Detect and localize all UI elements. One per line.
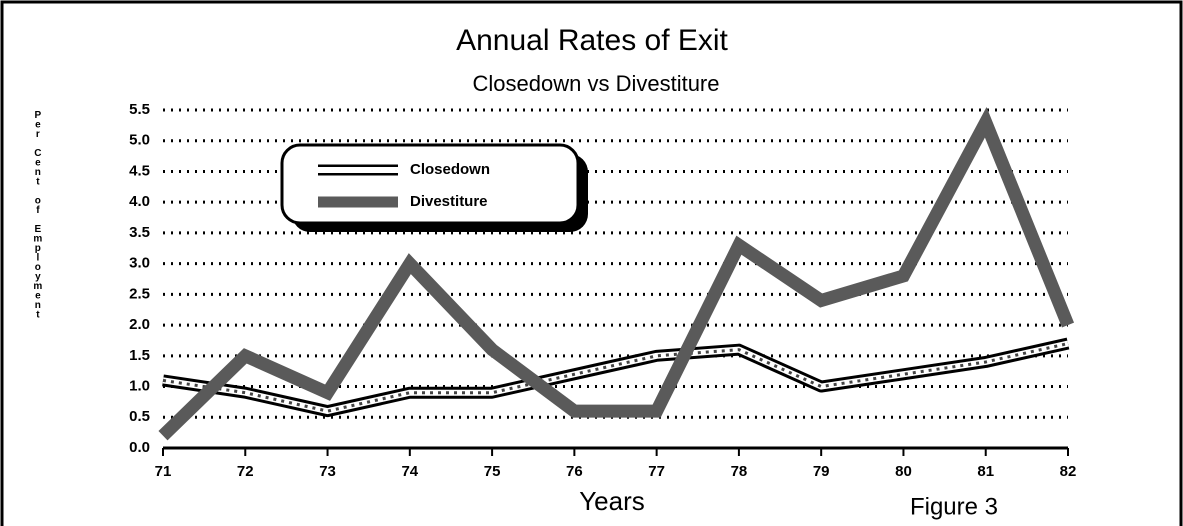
y-tick-label: 2.0 — [129, 316, 150, 333]
y-tick-label: 2.5 — [129, 285, 150, 302]
legend-label: Closedown — [410, 161, 490, 178]
y-tick-label: 4.0 — [129, 193, 150, 210]
annotation: Figure 3 — [910, 493, 998, 520]
x-tick-label: 75 — [484, 463, 501, 480]
legend-box — [280, 143, 580, 225]
y-tick-label: 3.0 — [129, 255, 150, 272]
chart-subtitle: Closedown vs Divestiture — [473, 71, 720, 96]
x-axis-label: Years — [579, 486, 645, 516]
x-tick-label: 82 — [1060, 463, 1077, 480]
x-tick-label: 71 — [155, 463, 172, 480]
x-tick-label: 74 — [401, 463, 418, 480]
series-hatch — [162, 342, 1069, 413]
x-tick-label: 78 — [731, 463, 748, 480]
y-tick-label: 3.5 — [129, 224, 150, 241]
x-tick-label: 77 — [648, 463, 665, 480]
y-tick-label: 4.5 — [129, 162, 150, 179]
x-tick-label: 81 — [977, 463, 994, 480]
y-tick-label: 1.0 — [129, 378, 150, 395]
x-tick-label: 80 — [895, 463, 912, 480]
legend-label: Divestiture — [410, 193, 488, 210]
y-axis-label: Per Cent of Employment — [32, 110, 43, 319]
series-line — [158, 107, 1075, 441]
y-tick-label: 5.5 — [129, 101, 150, 118]
x-tick-label: 73 — [319, 463, 336, 480]
x-tick-label: 79 — [813, 463, 830, 480]
y-tick-label: 0.0 — [129, 439, 150, 456]
chart-title: Annual Rates of Exit — [456, 24, 728, 57]
legend: Closedown Divestiture — [280, 143, 588, 232]
x-tick-label: 76 — [566, 463, 583, 480]
y-tick-label: 5.0 — [129, 132, 150, 149]
y-tick-label: 1.5 — [129, 347, 150, 364]
x-tick-label: 72 — [237, 463, 254, 480]
y-tick-label: 0.5 — [129, 408, 150, 425]
